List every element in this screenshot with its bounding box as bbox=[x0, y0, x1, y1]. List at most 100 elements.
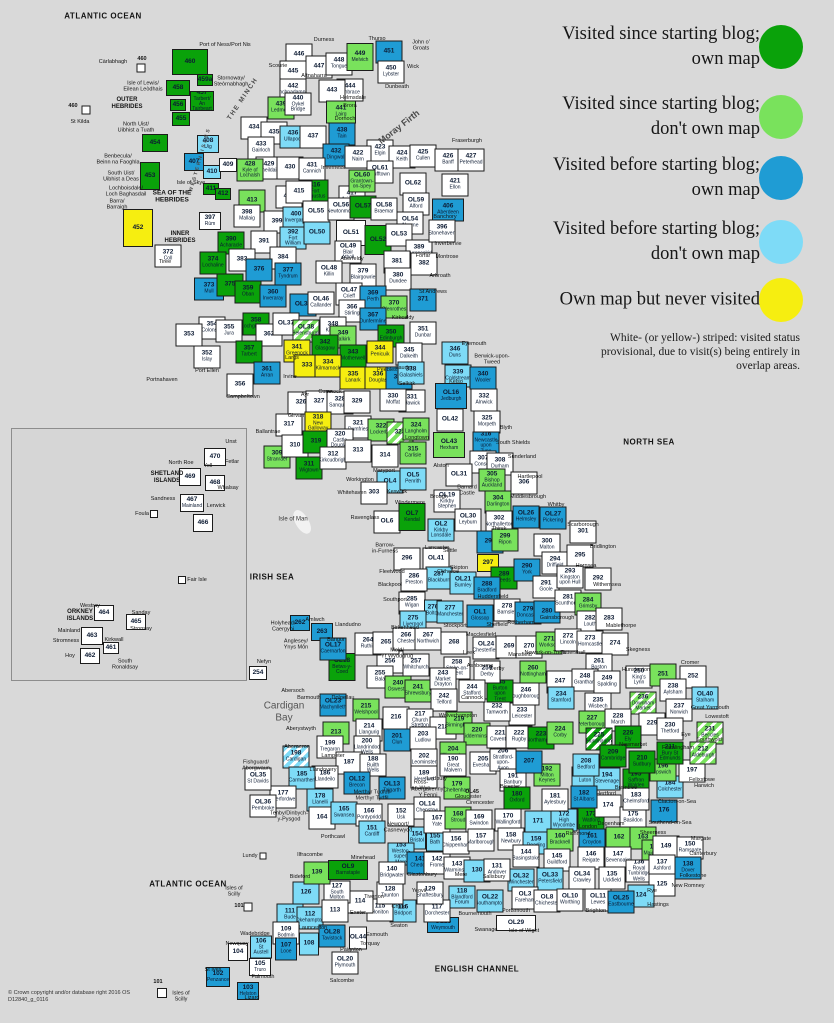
map-cell-236: 236 Downham Market bbox=[629, 691, 657, 715]
cell-number: 187 bbox=[343, 758, 355, 766]
legend-note: White- (or yellow-) striped: visited sta… bbox=[601, 332, 800, 372]
place-label: Fishguard/ Abergwaun bbox=[242, 759, 270, 772]
map-cell-273: 273 Horncastle bbox=[576, 630, 604, 654]
cell-number: 178 bbox=[314, 792, 326, 800]
map-cell-305: 305 Bishop Auckland bbox=[478, 468, 506, 492]
map-cell-351: 351 Dunbar bbox=[409, 321, 437, 345]
cell-number: OL54 bbox=[401, 215, 419, 223]
cell-number: 297 bbox=[482, 558, 494, 566]
cell-place-name: Consett bbox=[474, 461, 492, 468]
cell-number: 323 bbox=[394, 428, 406, 436]
place-label: Margate bbox=[690, 835, 712, 842]
cell-number: 374 bbox=[207, 255, 219, 263]
cell-number: 218 bbox=[437, 723, 449, 731]
cell-number: 287 bbox=[433, 570, 445, 578]
map-cell-464: 464 bbox=[94, 605, 114, 621]
place-label: Isles of Scilly bbox=[172, 990, 190, 1003]
place-label: Scourie bbox=[268, 62, 288, 69]
cell-place-name: Colonsay bbox=[201, 327, 223, 334]
cell-number: 172 bbox=[558, 810, 570, 818]
legend-color-dot bbox=[759, 220, 803, 264]
cell-place-name: Kirkby Stephen bbox=[437, 498, 457, 510]
map-cell-OL48: OL48 Killin bbox=[315, 260, 343, 284]
cell-number: 226 bbox=[622, 729, 634, 737]
cell-number: 434 bbox=[248, 123, 260, 131]
cell-place-name: Dover bbox=[681, 867, 695, 874]
place-label: Barnard Castle bbox=[457, 484, 477, 497]
cell-number: 425 bbox=[417, 148, 429, 156]
place-label: North Uist/ Uibhist a Tuath bbox=[117, 121, 155, 134]
map-cell-380: 380 Dundee bbox=[384, 267, 412, 291]
map-cell-233: 233 Leicester bbox=[508, 702, 536, 726]
map-cell-371: 371 bbox=[409, 288, 437, 312]
cell-place-name: Welshpool bbox=[354, 709, 378, 716]
cell-number: 460 bbox=[184, 57, 196, 65]
cell-number: 304 bbox=[492, 494, 504, 502]
map-cell-139: 139 bbox=[303, 861, 331, 885]
map-cell-437: 437 bbox=[299, 125, 327, 149]
map-cell-303: 303 bbox=[360, 481, 388, 505]
place-label: Chard bbox=[391, 903, 407, 910]
cell-number: 116 bbox=[397, 903, 409, 911]
cell-number: 130 bbox=[471, 866, 483, 874]
cell-number: 311 bbox=[303, 460, 315, 468]
cell-number: 320 bbox=[334, 430, 346, 438]
cell-place-name: Luton bbox=[578, 777, 592, 784]
cell-place-name: Doncaster bbox=[516, 612, 540, 619]
sea-label: ATLANTIC OCEAN bbox=[64, 11, 142, 21]
cell-number: 118 bbox=[456, 887, 468, 895]
cell-place-name: Coll bbox=[163, 255, 173, 262]
map-cell-OL23: OL23 Machynlleth bbox=[319, 693, 347, 717]
cell-number: 289 bbox=[498, 570, 510, 578]
cell-place-name: Moffat bbox=[386, 399, 400, 406]
map-cell-113: 113 bbox=[321, 899, 349, 923]
map-cell-OL10: OL10 Worthing bbox=[556, 888, 584, 912]
cell-place-name: Great Malvern bbox=[444, 762, 462, 774]
place-label: Cirencester bbox=[465, 799, 495, 806]
cell-number: 190 bbox=[447, 755, 459, 763]
map-cell-421: 421 Ellon bbox=[441, 173, 469, 197]
cell-number: 283 bbox=[603, 614, 615, 622]
cell-place-name: Preston bbox=[405, 579, 423, 586]
cell-place-name: Kilmarnock bbox=[315, 365, 341, 372]
map-cell-OL16: OL16 Jedburgh bbox=[435, 383, 467, 409]
place-label: Lancaster bbox=[424, 544, 450, 551]
place-label: Whalsay bbox=[217, 484, 239, 491]
cell-number: OL8 bbox=[540, 893, 554, 901]
place-label: Aberaeron bbox=[284, 743, 310, 750]
cell-place-name: Mallaig bbox=[239, 215, 255, 222]
cell-number: 251 bbox=[657, 670, 669, 678]
cell-place-name: Stirling bbox=[344, 310, 360, 317]
cell-place-name: Grimsby bbox=[578, 603, 598, 610]
cell-number: 113 bbox=[329, 906, 341, 914]
cell-number: 353 bbox=[183, 330, 195, 338]
cell-place-name: Ellon bbox=[449, 184, 461, 191]
cell-number: 128 bbox=[384, 885, 396, 893]
place-label: Workington bbox=[346, 476, 374, 483]
map-cell-382: 382 bbox=[410, 252, 438, 276]
map-cell-430: 430 bbox=[276, 156, 304, 180]
map-cell-301: 301 bbox=[569, 520, 597, 544]
cell-number: 260 bbox=[527, 664, 539, 672]
cell-number: 112 bbox=[304, 910, 316, 918]
map-cell-398: 398 Mallaig bbox=[233, 204, 261, 228]
cell-number: 441 bbox=[335, 104, 347, 112]
map-cell-454: 454 bbox=[142, 134, 168, 152]
map-cell-182: 182 St Albans bbox=[570, 785, 598, 809]
cell-number: 467 bbox=[186, 495, 198, 503]
cell-number: 265 bbox=[380, 638, 392, 646]
cell-number: 203 bbox=[417, 730, 429, 738]
map-cell-102: 102 Penzance bbox=[206, 967, 230, 987]
cell-place-name: Cambridge bbox=[600, 755, 626, 762]
map-cell-324: 324 Langholm bbox=[402, 417, 430, 441]
cell-place-name: Alford bbox=[409, 203, 423, 210]
place-label: Bicester bbox=[500, 783, 520, 790]
cell-place-name: Nairn bbox=[352, 156, 364, 163]
cell-place-name: Douglas bbox=[368, 377, 388, 384]
cell-place-name: Dunfermline bbox=[359, 318, 387, 325]
cell-place-name: Banbury bbox=[503, 779, 523, 786]
cell-number: 410 bbox=[206, 167, 218, 175]
cell-place-name: Uckfield bbox=[603, 877, 621, 884]
cell-place-name: Chippenham bbox=[442, 842, 470, 849]
place-label: 460 bbox=[137, 55, 147, 62]
